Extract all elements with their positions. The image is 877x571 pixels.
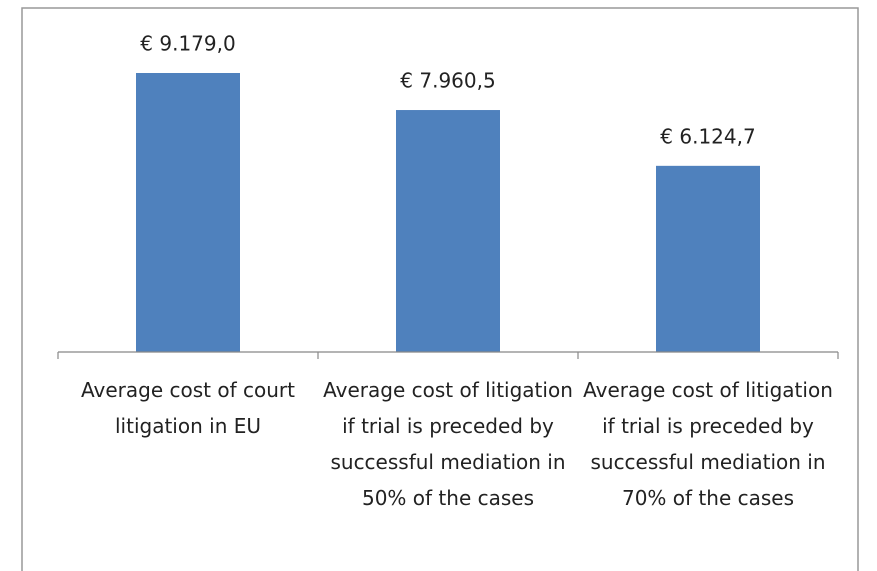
x-tick-label: Average cost of litigation if trial is p… xyxy=(583,378,833,510)
bar xyxy=(136,73,240,352)
value-label: € 9.179,0 xyxy=(140,32,235,56)
bar xyxy=(656,165,760,352)
x-tick-label-box: Average cost of litigation if trial is p… xyxy=(583,378,833,510)
x-tick-label-box: Average cost of litigation if trial is p… xyxy=(323,378,573,510)
x-tick-label: Average cost of litigation if trial is p… xyxy=(323,378,573,510)
value-label: € 7.960,5 xyxy=(400,69,495,93)
x-tick-label: Average cost of court litigation in EU xyxy=(81,378,295,438)
bar xyxy=(396,110,500,352)
value-label: € 6.124,7 xyxy=(660,124,755,148)
x-tick-label-box: Average cost of court litigation in EU xyxy=(81,378,295,438)
